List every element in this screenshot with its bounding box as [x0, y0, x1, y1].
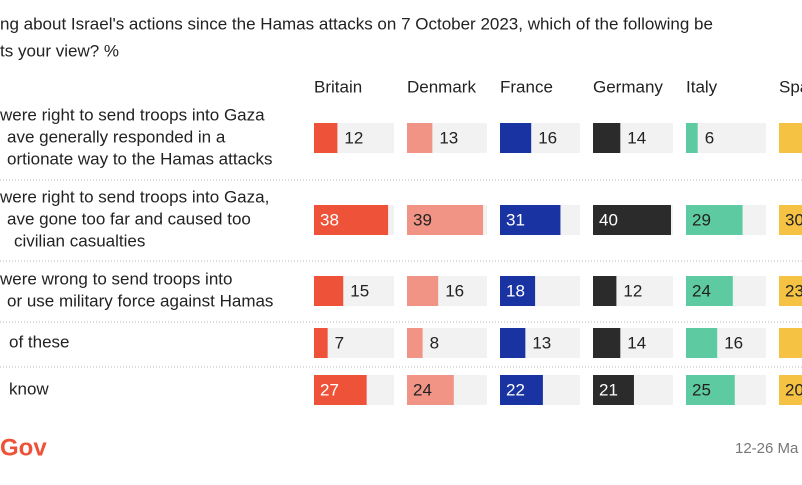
value-label: 13 [532, 333, 551, 352]
bar [500, 328, 526, 358]
bar [407, 375, 454, 405]
value-label: 12 [623, 281, 642, 300]
bar [779, 375, 802, 405]
value-label: 16 [538, 128, 557, 147]
value-label: 29 [692, 210, 711, 229]
bar [779, 328, 802, 358]
value-label: 8 [430, 333, 439, 352]
bar [314, 123, 338, 153]
bar [593, 276, 617, 306]
bar [314, 276, 344, 306]
column-header: Italy [686, 77, 718, 96]
value-label: 40 [599, 210, 618, 229]
bar [686, 205, 743, 235]
bar [500, 375, 543, 405]
bar [314, 205, 389, 235]
value-label: 7 [335, 333, 344, 352]
bar [686, 123, 698, 153]
bar [500, 123, 532, 153]
value-label: 12 [344, 128, 363, 147]
row-label: were right to send troops into Gaza, [0, 187, 269, 206]
cell-background [686, 123, 766, 153]
row-label: or use military force against Hamas [7, 291, 273, 310]
value-label: 15 [350, 281, 369, 300]
value-label: 30 [785, 210, 802, 229]
bar [686, 328, 718, 358]
value-label: 24 [413, 380, 432, 399]
bar [407, 328, 423, 358]
bar [407, 205, 484, 235]
value-label: 23 [785, 281, 802, 300]
date: 12-26 Ma [735, 440, 799, 457]
value-label: 6 [705, 128, 714, 147]
value-label: 21 [599, 380, 618, 399]
row-label: were wrong to send troops into [0, 269, 232, 288]
bar [314, 328, 328, 358]
value-label: 16 [724, 333, 743, 352]
bar [779, 205, 802, 235]
value-label: 31 [506, 210, 525, 229]
bar [593, 375, 634, 405]
title-line: ng about Israel's actions since the Hama… [0, 14, 713, 33]
value-label: 14 [627, 128, 646, 147]
value-label: 39 [413, 210, 432, 229]
column-header: Germany [593, 77, 663, 96]
row-label: were right to send troops into Gaza [0, 105, 265, 124]
bar [593, 205, 671, 235]
row-label: ave gone too far and caused too [7, 209, 251, 228]
row-label: of these [9, 332, 70, 351]
bar [314, 375, 367, 405]
row-label: know [9, 379, 49, 398]
value-label: 25 [692, 380, 711, 399]
value-label: 13 [439, 128, 458, 147]
column-header: Denmark [407, 77, 476, 96]
value-label: 22 [506, 380, 525, 399]
column-header: Britain [314, 77, 362, 96]
row-label: ortionate way to the Hamas attacks [7, 149, 273, 168]
row-label: civilian casualties [14, 231, 145, 250]
value-label: 20 [785, 380, 802, 399]
bar [407, 123, 433, 153]
value-label: 38 [320, 210, 339, 229]
bar [407, 276, 439, 306]
value-label: 27 [320, 380, 339, 399]
bar [779, 276, 802, 306]
bar [593, 328, 621, 358]
bar [593, 123, 621, 153]
title-line: ts your view? % [0, 41, 119, 60]
row-label: ave generally responded in a [7, 127, 226, 146]
bar [500, 276, 536, 306]
column-header: France [500, 77, 553, 96]
column-header: Spa [779, 77, 802, 96]
brand: Gov [0, 434, 47, 461]
bar [779, 123, 802, 153]
bar [500, 205, 561, 235]
bar [686, 375, 735, 405]
value-label: 14 [627, 333, 646, 352]
value-label: 18 [506, 281, 525, 300]
bar [686, 276, 733, 306]
value-label: 24 [692, 281, 711, 300]
value-label: 16 [445, 281, 464, 300]
